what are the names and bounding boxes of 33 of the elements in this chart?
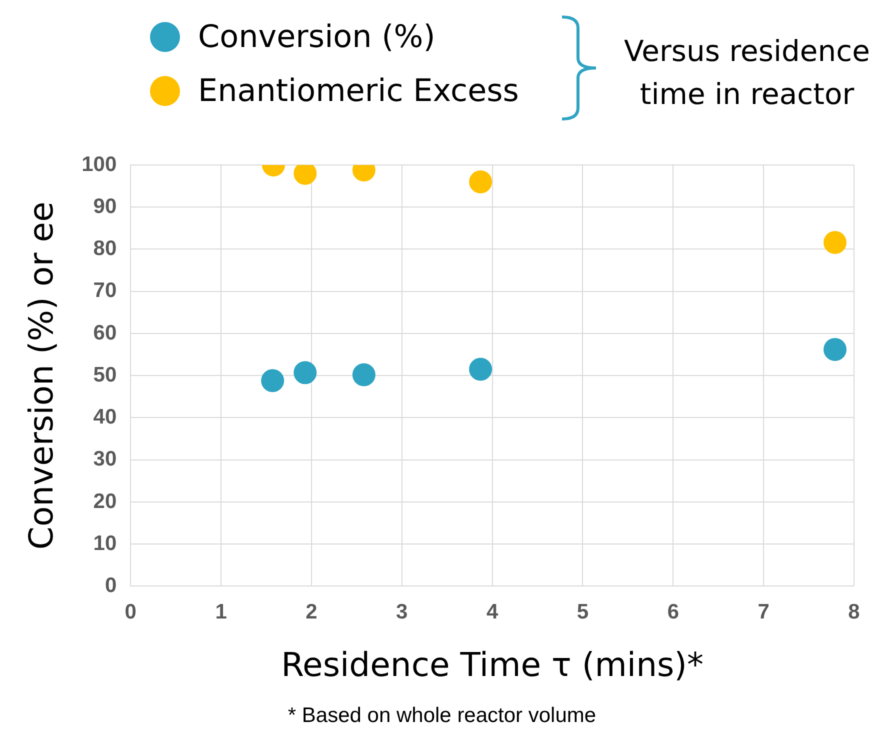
y-tick-label: 80	[93, 237, 117, 260]
y-axis-title: Conversion (%) or ee	[21, 202, 60, 550]
x-tick-label: 5	[576, 600, 589, 624]
point	[294, 361, 317, 384]
y-tick-label: 20	[93, 490, 117, 513]
legend-label: Enantiomeric Excess	[198, 73, 519, 109]
point	[261, 369, 284, 392]
point	[469, 170, 492, 194]
y-tick-label: 70	[93, 279, 117, 302]
y-tick-label: 90	[93, 194, 117, 218]
text: Versus residence time in reactor	[623, 33, 871, 113]
y-tick-label: 50	[93, 363, 117, 386]
x-tick-label: 6	[667, 600, 680, 624]
y-tick-label: 30	[93, 448, 117, 471]
x-axis-title: Residence Time τ (mins)*	[281, 644, 704, 684]
y-tick-label: 100	[82, 152, 117, 176]
x-tick-label: 8	[848, 600, 860, 624]
x-tick-label: 3	[396, 600, 408, 624]
point	[824, 231, 847, 254]
y-tick-label: 40	[93, 406, 117, 429]
y-tick-label: 60	[93, 321, 117, 344]
x-tick-label: 2	[306, 600, 318, 624]
point	[824, 338, 847, 361]
x-tick-label: 7	[758, 600, 770, 624]
x-tick-label: 1	[215, 600, 228, 624]
x-tick-label: 4	[486, 600, 498, 624]
text: * Based on whole reactor volume	[286, 704, 598, 728]
y-tick-label: 0	[104, 574, 117, 597]
point	[469, 358, 492, 381]
legend-label: Conversion (%)	[198, 19, 436, 55]
point	[352, 363, 376, 386]
y-tick-label: 10	[93, 532, 117, 555]
x-tick-label: 0	[124, 600, 136, 624]
